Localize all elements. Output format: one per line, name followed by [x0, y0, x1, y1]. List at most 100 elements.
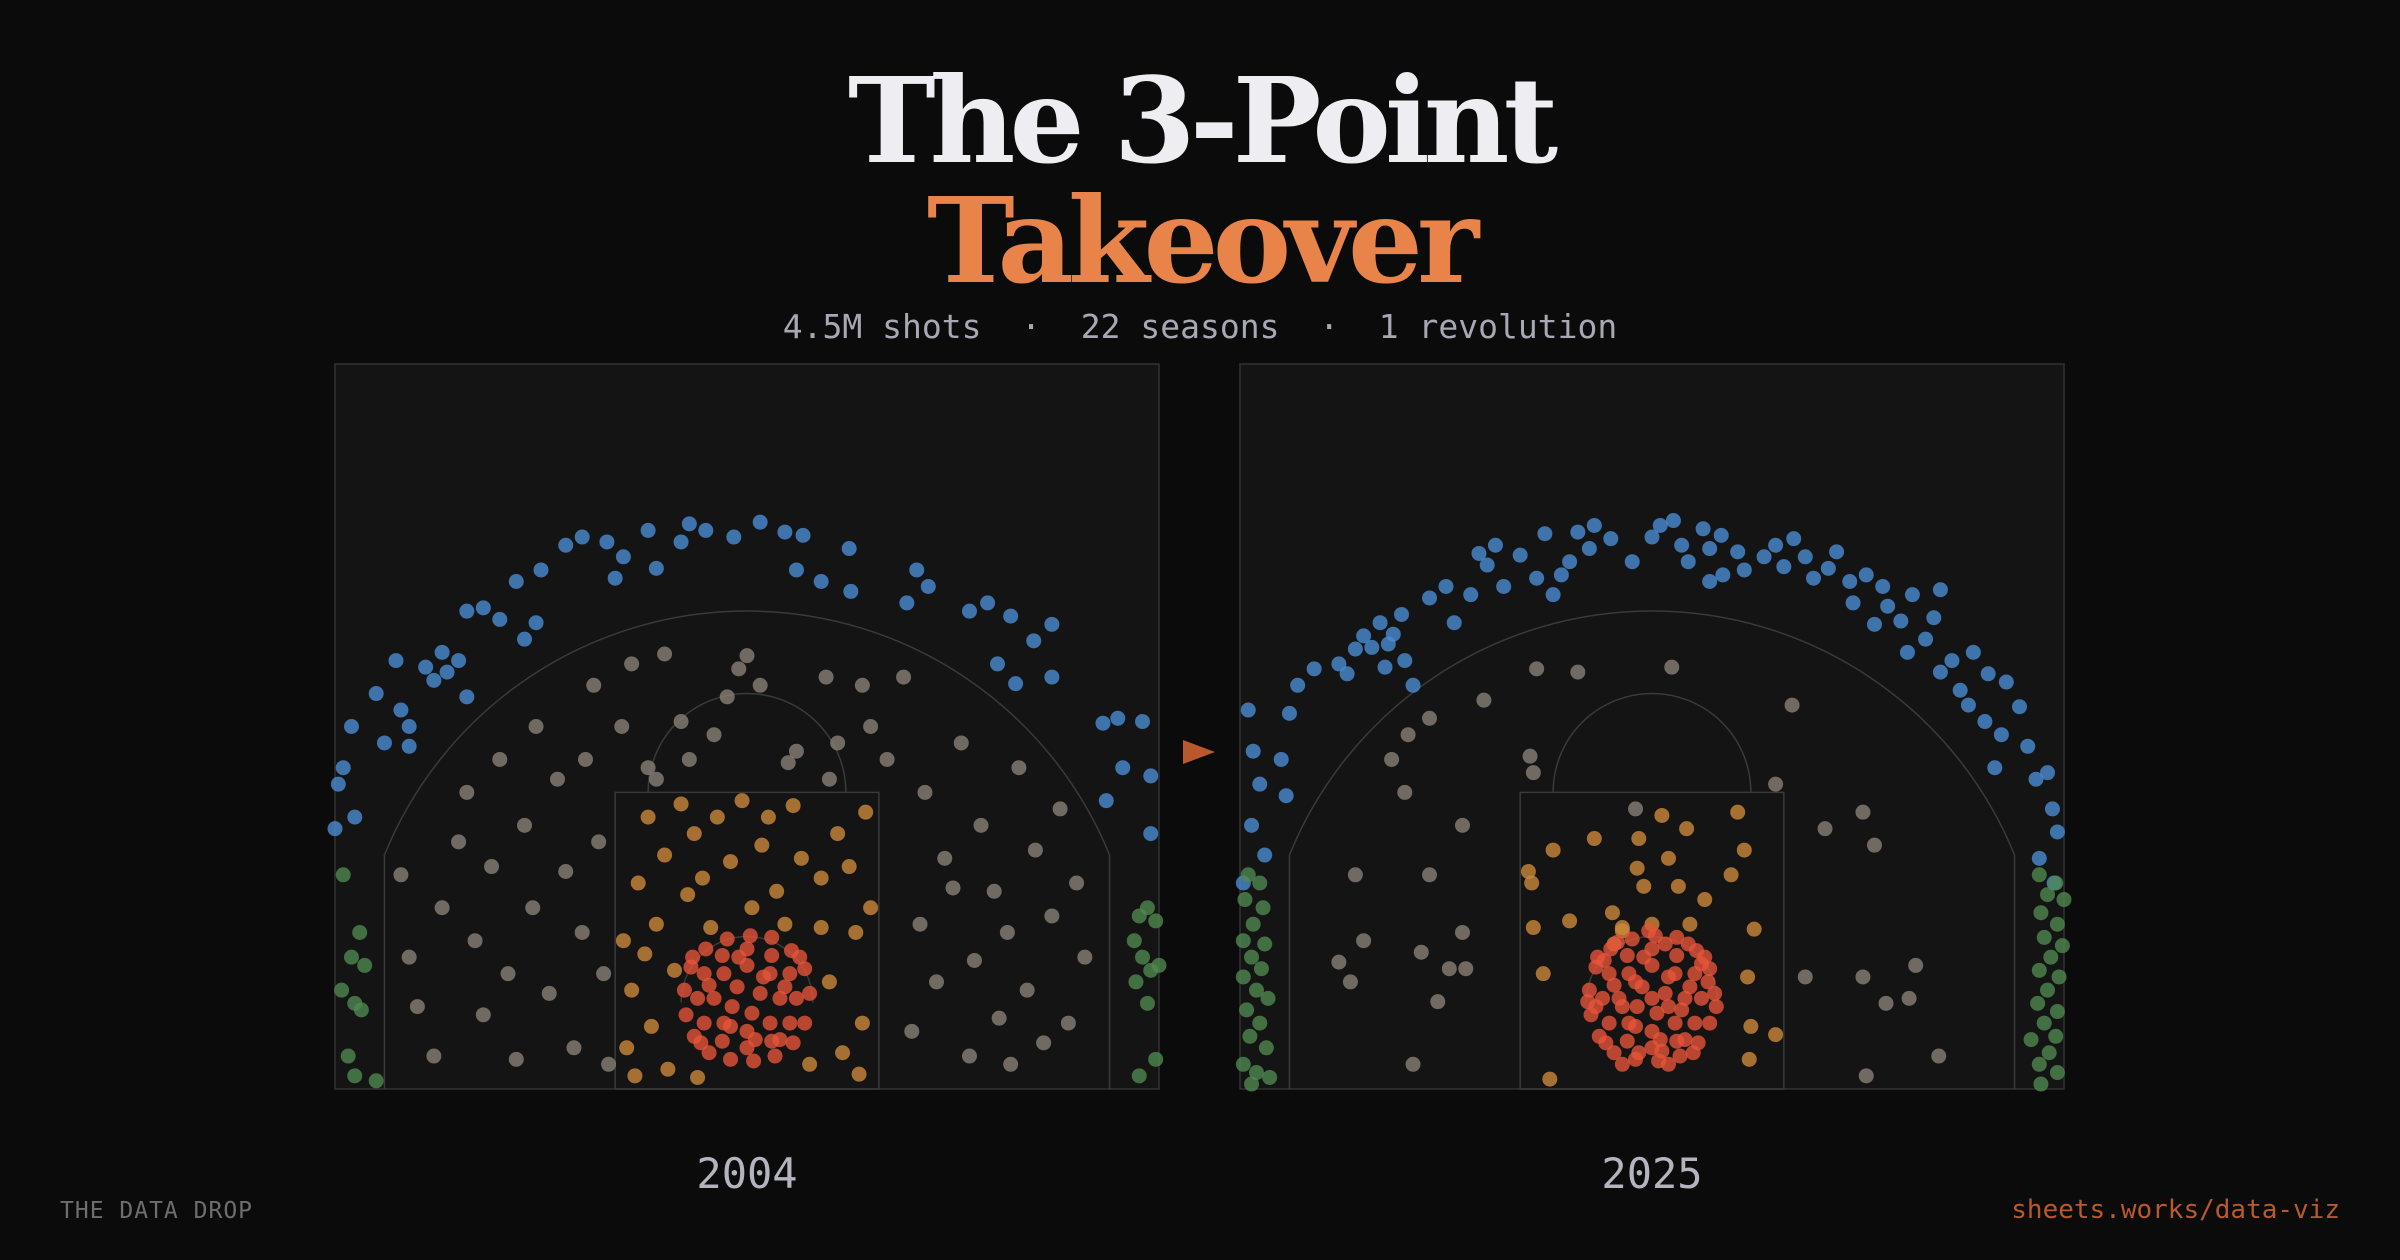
shot	[1441, 961, 1457, 977]
shot	[1248, 982, 1264, 998]
shot	[999, 924, 1015, 940]
shot	[729, 979, 745, 995]
shot	[1525, 920, 1541, 936]
shot	[690, 990, 706, 1006]
shot	[782, 1015, 798, 1031]
shot	[762, 1015, 778, 1031]
shot	[1306, 661, 1322, 677]
shot	[1245, 743, 1261, 759]
paint	[1519, 791, 1785, 1090]
shot	[492, 751, 508, 767]
shot	[723, 854, 739, 870]
shot	[1148, 913, 1164, 929]
shot	[731, 949, 747, 965]
shot	[714, 1033, 730, 1049]
shot	[627, 1068, 643, 1084]
shot	[1628, 974, 1644, 990]
shot	[1893, 613, 1909, 629]
shot	[1908, 957, 1924, 973]
shot	[1143, 826, 1159, 842]
shot	[451, 653, 467, 669]
shot	[1944, 653, 1960, 669]
shot	[577, 751, 593, 767]
shot	[2020, 738, 2036, 754]
shot	[1405, 1056, 1421, 1072]
shot	[1629, 860, 1645, 876]
shot	[558, 864, 574, 879]
shot	[451, 834, 467, 850]
shot	[731, 661, 747, 677]
three-point-line	[1288, 610, 2016, 1089]
shot	[1520, 864, 1536, 879]
shot	[528, 719, 544, 734]
shot	[719, 689, 735, 705]
shot	[1529, 570, 1545, 586]
shot	[863, 719, 879, 734]
shot	[1624, 931, 1640, 947]
shot	[1529, 661, 1545, 677]
shot	[780, 755, 796, 771]
shot	[696, 1015, 712, 1031]
shot	[1670, 878, 1686, 894]
shot	[734, 793, 750, 809]
shot	[1636, 878, 1652, 894]
shot	[1139, 995, 1155, 1011]
shot	[706, 727, 722, 743]
shot	[2048, 875, 2064, 891]
shot	[813, 870, 829, 886]
link[interactable]: sheets.works/data-viz	[2011, 1195, 2340, 1225]
shot	[1952, 682, 1968, 698]
shot	[334, 982, 350, 998]
shot	[1422, 590, 1438, 606]
shot	[755, 969, 771, 985]
shot	[640, 522, 656, 538]
shot	[1260, 990, 1276, 1006]
shot	[1685, 1045, 1701, 1061]
shot	[1743, 1018, 1759, 1034]
shot	[1471, 545, 1487, 561]
shot	[1581, 982, 1597, 998]
shot	[1131, 1068, 1147, 1084]
shot	[1077, 949, 1093, 965]
shot	[624, 982, 640, 998]
shot	[726, 529, 742, 545]
shot	[630, 875, 646, 891]
shot	[327, 821, 343, 837]
shot	[2049, 824, 2065, 840]
shot	[1496, 578, 1512, 594]
shot	[1273, 751, 1289, 767]
shot	[393, 702, 409, 718]
shot	[459, 689, 475, 705]
shot	[1768, 537, 1784, 553]
shot	[1644, 529, 1660, 545]
shot	[1926, 610, 1942, 626]
shot	[525, 900, 541, 916]
shot	[709, 809, 725, 825]
shot	[1736, 562, 1752, 578]
shot	[767, 1048, 783, 1064]
shot	[624, 656, 640, 672]
shot	[1011, 760, 1027, 776]
shot	[1932, 664, 1948, 680]
shot	[1636, 949, 1652, 965]
shot	[1347, 867, 1363, 883]
shot	[821, 974, 837, 990]
shot	[1128, 974, 1144, 990]
shot	[706, 990, 722, 1006]
shot	[1252, 776, 1268, 792]
shot	[1965, 644, 1981, 660]
shot	[1609, 934, 1625, 950]
shot	[566, 1040, 582, 1056]
shot	[752, 514, 768, 530]
shot	[1977, 714, 1993, 730]
shot	[1628, 1018, 1644, 1034]
shot	[2049, 1065, 2065, 1081]
shot	[681, 751, 697, 767]
subtitle: 4.5M shots · 22 seasons · 1 revolution	[783, 307, 1617, 346]
shot	[1702, 1015, 1718, 1031]
shot	[2040, 982, 2056, 998]
shot	[1562, 913, 1578, 929]
shot	[599, 534, 615, 550]
shot	[1252, 1015, 1268, 1031]
